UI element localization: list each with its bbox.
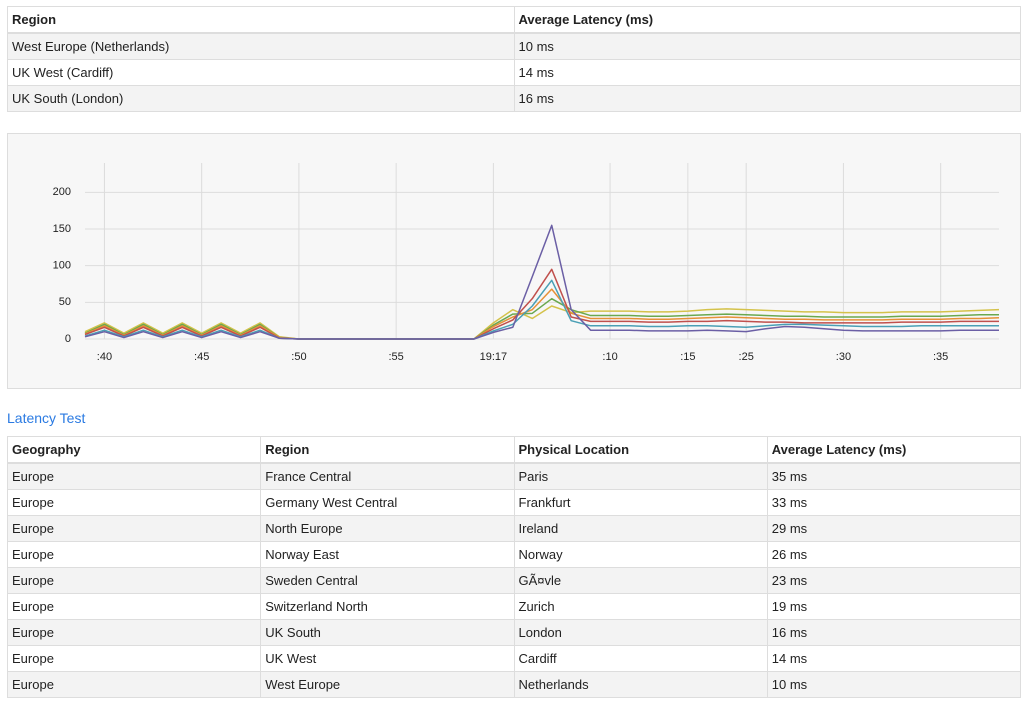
x-tick-label: :40 bbox=[97, 351, 112, 363]
table-cell: 23 ms bbox=[766, 567, 1022, 594]
header-cell: Region bbox=[260, 436, 515, 464]
summary-table: Region Average Latency (ms) West Europe (N… bbox=[7, 6, 1021, 112]
table-cell: Paris bbox=[513, 462, 768, 490]
latency-test-link[interactable]: Latency Test bbox=[7, 410, 86, 426]
header-cell: Average Latency (ms) bbox=[513, 6, 1021, 34]
table-cell: UK West bbox=[260, 645, 515, 672]
table-row: Europe North Europe Ireland 29 ms bbox=[6, 515, 1022, 542]
x-tick-label: :55 bbox=[389, 351, 404, 363]
table-cell: UK South bbox=[260, 619, 515, 646]
table-cell: Europe bbox=[6, 593, 262, 620]
table-cell: Germany West Central bbox=[260, 489, 515, 516]
y-tick-label: 50 bbox=[59, 296, 71, 308]
y-tick-label: 200 bbox=[53, 186, 71, 198]
y-tick-label: 100 bbox=[53, 260, 71, 272]
table-row: Europe Switzerland North Zurich 19 ms bbox=[6, 593, 1022, 620]
table-cell: Europe bbox=[6, 671, 262, 698]
chart-panel: 0 50 100 150 200 :40 :45 :50 :55 19:17 :10 :15 :25 :3… bbox=[7, 133, 1021, 389]
x-tick-label: :30 bbox=[836, 351, 851, 363]
table-row: Europe Germany West Central Frankfurt 33 ms bbox=[6, 489, 1022, 516]
table-cell: Europe bbox=[6, 541, 262, 568]
table-cell: Switzerland North bbox=[260, 593, 515, 620]
table-cell: 35 ms bbox=[766, 462, 1022, 490]
series-line bbox=[84, 224, 999, 340]
table-cell: West Europe bbox=[260, 671, 515, 698]
header-row: Geography Region Physical Location Average … bbox=[6, 436, 1022, 464]
table-cell: Europe bbox=[6, 619, 262, 646]
table-cell: 16 ms bbox=[513, 85, 1021, 112]
table-cell: 14 ms bbox=[513, 59, 1021, 86]
table-cell: West Europe (Netherlands) bbox=[7, 32, 515, 60]
table-cell: Europe bbox=[6, 515, 262, 542]
table-cell: Cardiff bbox=[513, 645, 768, 672]
table-row: Europe Sweden Central GÃ¤vle 23 ms bbox=[6, 567, 1022, 594]
series-line bbox=[84, 305, 1000, 340]
series-line bbox=[84, 288, 1000, 340]
table-row: Europe France Central Paris 35 ms bbox=[6, 462, 1022, 490]
table-row: West Europe (Netherlands) 10 ms bbox=[7, 32, 1021, 60]
header-cell: Geography bbox=[6, 436, 262, 464]
table-cell: Zurich bbox=[513, 593, 768, 620]
x-tick-label: 19:17 bbox=[480, 351, 508, 363]
table-cell: Sweden Central bbox=[260, 567, 515, 594]
table-cell: Netherlands bbox=[513, 671, 768, 698]
table-cell: 33 ms bbox=[766, 489, 1022, 516]
table-cell: 14 ms bbox=[766, 645, 1022, 672]
regions-table: Geography Region Physical Location Average … bbox=[6, 436, 1022, 698]
table-cell: North Europe bbox=[260, 515, 515, 542]
series-line bbox=[84, 297, 999, 340]
table-row: Europe UK South London 16 ms bbox=[6, 619, 1022, 646]
table-row: Europe UK West Cardiff 14 ms bbox=[6, 645, 1022, 672]
table-row: Europe Norway East Norway 26 ms bbox=[6, 541, 1022, 568]
chart: 0 50 100 150 200 :40 :45 :50 :55 19:17 :10 :15 :25 :3… bbox=[53, 163, 1000, 363]
table-cell: Norway East bbox=[260, 541, 515, 568]
x-tick-label: :50 bbox=[291, 351, 306, 363]
table-row: Europe West Europe Netherlands 10 ms bbox=[6, 671, 1022, 698]
table-cell: UK South (London) bbox=[7, 85, 515, 112]
table-cell: Europe bbox=[6, 645, 262, 672]
series-line bbox=[84, 279, 999, 340]
table-cell: 29 ms bbox=[766, 515, 1022, 542]
table-cell: Europe bbox=[6, 567, 262, 594]
table-cell: 10 ms bbox=[766, 671, 1022, 698]
series-line bbox=[84, 268, 999, 340]
x-tick-label: :25 bbox=[739, 351, 754, 363]
header-cell: Physical Location bbox=[513, 436, 768, 464]
header-row: Region Average Latency (ms) bbox=[7, 6, 1021, 34]
x-tick-label: :15 bbox=[680, 351, 695, 363]
table-cell: Ireland bbox=[513, 515, 768, 542]
x-tick-label: :45 bbox=[194, 351, 209, 363]
table-cell: Frankfurt bbox=[513, 489, 768, 516]
y-tick-label: 150 bbox=[53, 223, 71, 235]
table-cell: 19 ms bbox=[766, 593, 1022, 620]
table-cell: 10 ms bbox=[513, 32, 1021, 60]
table-cell: UK West (Cardiff) bbox=[7, 59, 515, 86]
table-cell: GÃ¤vle bbox=[513, 567, 768, 594]
x-tick-label: :10 bbox=[602, 351, 617, 363]
table-cell: Europe bbox=[6, 489, 262, 516]
table-row: UK South (London) 16 ms bbox=[7, 85, 1021, 112]
table-cell: France Central bbox=[260, 462, 515, 490]
y-tick-label: 0 bbox=[65, 333, 71, 345]
header-cell: Average Latency (ms) bbox=[766, 436, 1022, 464]
table-cell: 16 ms bbox=[766, 619, 1022, 646]
header-cell: Region bbox=[7, 6, 515, 34]
table-cell: 26 ms bbox=[766, 541, 1022, 568]
table-cell: London bbox=[513, 619, 768, 646]
table-row: UK West (Cardiff) 14 ms bbox=[7, 59, 1021, 86]
x-tick-label: :35 bbox=[933, 351, 948, 363]
table-cell: Norway bbox=[513, 541, 768, 568]
table-cell: Europe bbox=[6, 462, 262, 490]
